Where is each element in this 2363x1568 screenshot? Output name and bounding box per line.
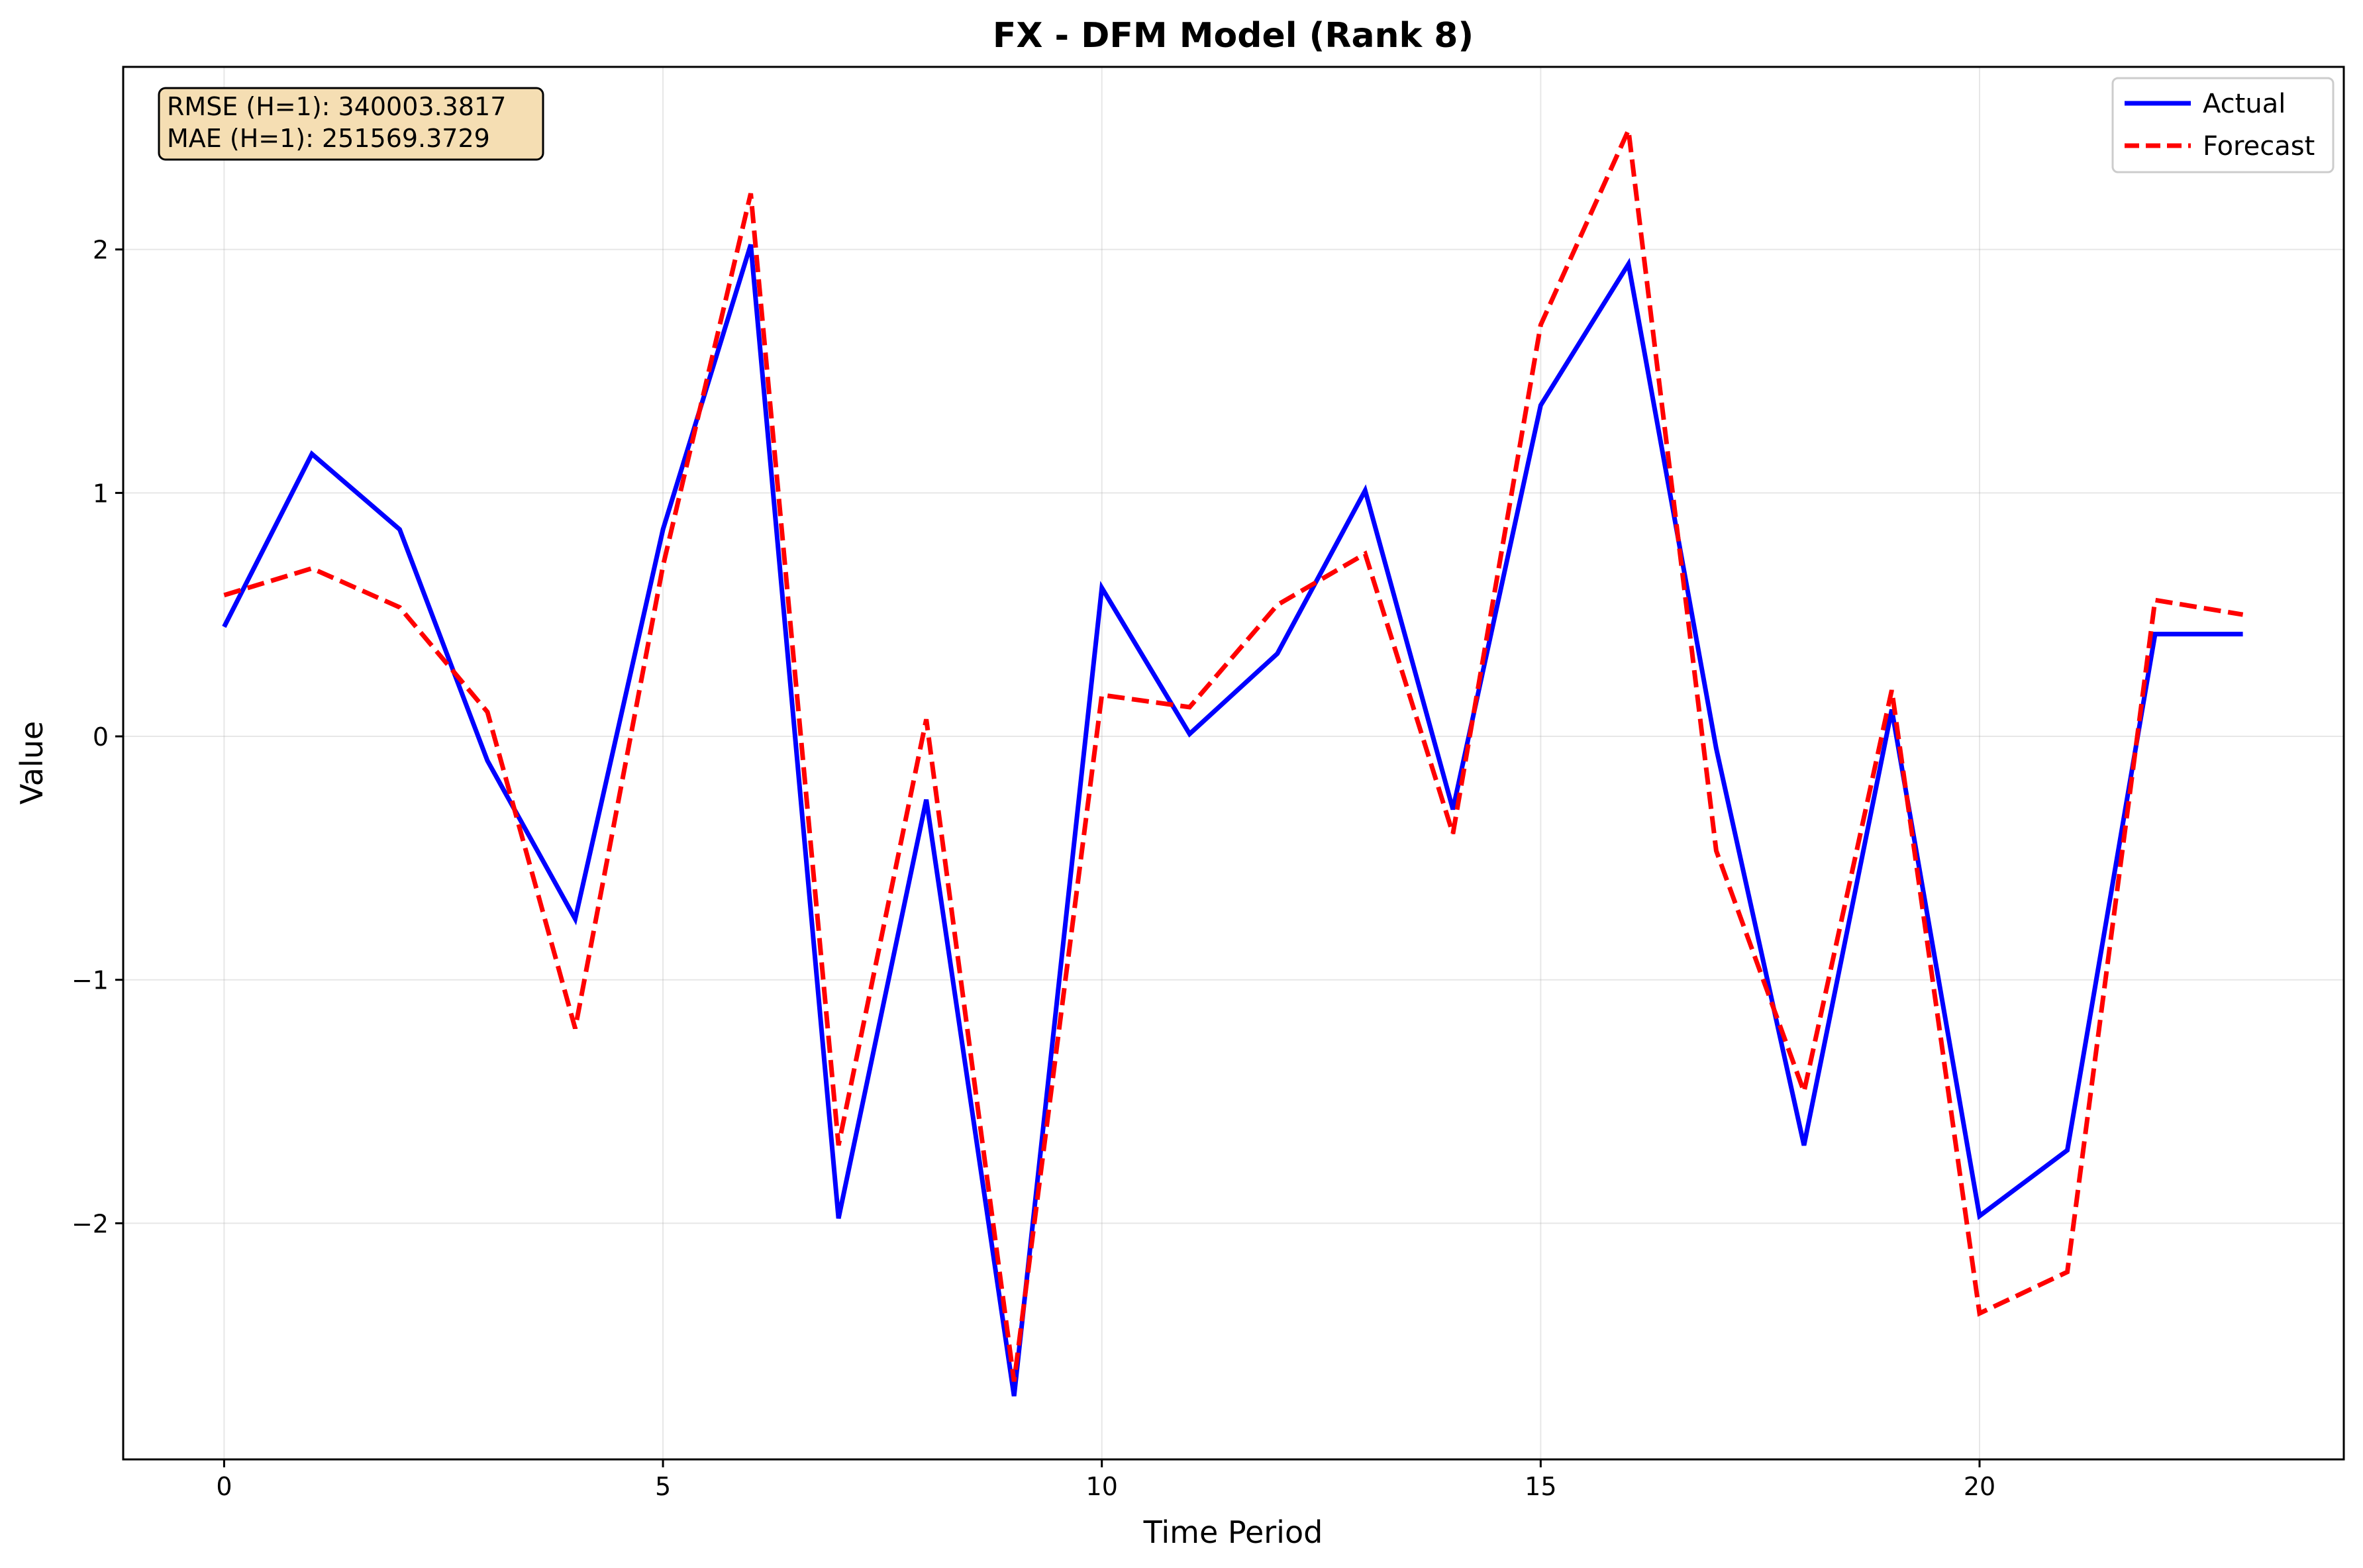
legend-actual-label: Actual: [2203, 89, 2286, 119]
y-tick-label: 2: [93, 236, 109, 265]
x-tick-label: 15: [1525, 1472, 1556, 1501]
legend: Actual Forecast: [2111, 77, 2335, 173]
metrics-annotation-rmse: RMSE (H=1): 340003.3817: [167, 92, 506, 121]
legend-forecast-label: Forecast: [2203, 131, 2315, 162]
x-tick-label: 0: [216, 1472, 232, 1501]
metrics-annotation-mae: MAE (H=1): 251569.3729: [167, 124, 490, 153]
grid-lines: [123, 67, 2344, 1459]
y-axis-ticks: −2 −1 0 1 2: [72, 236, 123, 1238]
chart-title: FX - DFM Model (Rank 8): [993, 16, 1474, 56]
plot-frame: [122, 66, 2345, 1461]
y-tick-label: −1: [72, 966, 109, 995]
series-line-actual: [222, 244, 2243, 1396]
y-tick-label: −2: [72, 1209, 109, 1238]
series-lines: [222, 121, 2244, 1396]
series-line-forecast: [223, 121, 2244, 1382]
x-axis-label: Time Period: [1143, 1514, 1323, 1550]
x-tick-label: 10: [1086, 1472, 1118, 1501]
x-tick-label: 5: [655, 1472, 671, 1501]
y-tick-label: 0: [93, 722, 109, 752]
x-axis-ticks: 0 5 10 15 20: [216, 1459, 1995, 1501]
x-tick-label: 20: [1964, 1472, 1995, 1501]
y-axis-label: Value: [14, 721, 50, 805]
metrics-annotation-background: [158, 87, 544, 161]
metrics-annotation-box: RMSE (H=1): 340003.3817 MAE (H=1): 25156…: [158, 87, 544, 161]
y-tick-label: 1: [93, 479, 109, 508]
